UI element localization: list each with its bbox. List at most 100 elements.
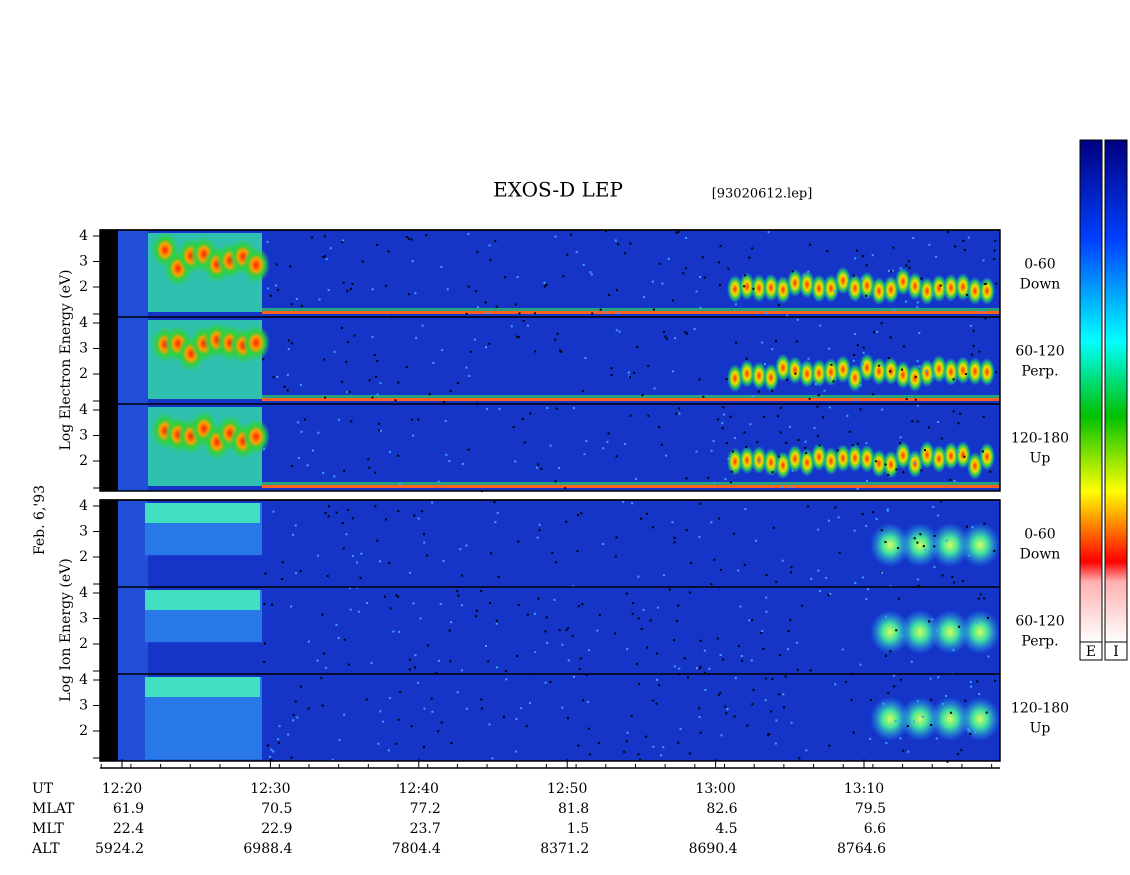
speckle — [765, 610, 768, 613]
speckle — [765, 311, 768, 314]
speckle — [490, 552, 493, 555]
speckle — [324, 255, 327, 258]
speckle — [554, 338, 557, 341]
speckle — [624, 443, 627, 446]
speckle — [750, 659, 753, 662]
speckle — [969, 733, 972, 736]
speckle — [920, 277, 923, 280]
precipitation — [835, 266, 851, 295]
speckle — [475, 290, 478, 293]
precipitation — [799, 359, 815, 388]
speckle — [917, 578, 920, 581]
speckle — [640, 627, 643, 630]
speckle — [876, 330, 879, 333]
speckle — [379, 710, 382, 713]
speckle — [518, 312, 521, 315]
precipitation — [979, 442, 995, 471]
ephemeris-value: 8690.4 — [689, 841, 738, 857]
speckle — [658, 262, 661, 265]
speckle — [749, 423, 752, 426]
speckle — [431, 710, 434, 713]
speckle — [379, 560, 382, 563]
speckle — [356, 561, 359, 564]
speckle — [808, 397, 811, 400]
speckle — [329, 247, 332, 250]
speckle — [930, 698, 933, 701]
speckle — [766, 733, 769, 736]
speckle — [674, 337, 677, 340]
speckle — [928, 243, 931, 246]
speckle — [371, 396, 374, 399]
speckle — [485, 346, 488, 349]
speckle — [885, 741, 888, 744]
speckle — [294, 700, 297, 703]
speckle — [379, 382, 382, 385]
y-tick-label: 4 — [79, 402, 88, 418]
speckle — [587, 701, 590, 704]
speckle — [584, 357, 587, 360]
speckle — [743, 431, 746, 434]
speckle — [290, 756, 293, 759]
speckle — [607, 432, 610, 435]
speckle — [549, 444, 552, 447]
panel-label: 120-180 — [1011, 701, 1069, 717]
speckle — [647, 364, 650, 367]
speckle — [671, 370, 674, 373]
speckle — [351, 282, 354, 285]
speckle — [984, 282, 987, 285]
speckle — [778, 693, 781, 696]
speckle — [405, 365, 408, 368]
speckle — [895, 629, 898, 632]
speckle — [656, 678, 659, 681]
speckle — [493, 501, 496, 504]
speckle — [526, 613, 529, 616]
speckle — [371, 288, 374, 291]
speckle — [385, 518, 388, 521]
speckle — [699, 502, 702, 505]
speckle — [375, 375, 378, 378]
speckle — [325, 258, 328, 261]
speckle — [916, 360, 919, 363]
speckle — [935, 255, 938, 258]
speckle — [936, 629, 939, 632]
speckle — [723, 413, 726, 416]
speckle — [969, 680, 972, 683]
speckle — [377, 742, 380, 745]
speckle — [797, 439, 800, 442]
speckle — [889, 279, 892, 282]
low-energy-band — [262, 311, 1000, 314]
speckle — [328, 505, 331, 508]
speckle — [419, 617, 422, 620]
precipitation — [811, 443, 827, 472]
speckle — [933, 545, 936, 548]
speckle — [346, 390, 349, 393]
speckle — [972, 329, 975, 332]
speckle — [337, 636, 340, 639]
speckle — [347, 663, 350, 666]
noise-band — [118, 500, 148, 587]
speckle — [966, 293, 969, 296]
speckle — [538, 523, 541, 526]
speckle — [730, 470, 733, 473]
speckle — [263, 642, 266, 645]
speckle — [564, 487, 567, 490]
ephemeris-value: 5924.2 — [95, 841, 144, 857]
burst-core — [242, 247, 270, 284]
speckle — [931, 618, 934, 621]
speckle — [695, 450, 698, 453]
speckle — [610, 374, 613, 377]
speckle — [286, 373, 289, 376]
speckle — [321, 704, 324, 707]
ion-feature — [900, 697, 940, 741]
speckle — [412, 434, 415, 437]
speckle — [761, 630, 764, 633]
speckle — [982, 259, 985, 262]
speckle — [862, 346, 865, 349]
speckle — [409, 571, 412, 574]
speckle — [423, 541, 426, 544]
speckle — [671, 521, 674, 524]
speckle — [335, 624, 338, 627]
speckle — [347, 341, 350, 344]
speckle — [794, 372, 797, 375]
speckle — [518, 336, 521, 339]
